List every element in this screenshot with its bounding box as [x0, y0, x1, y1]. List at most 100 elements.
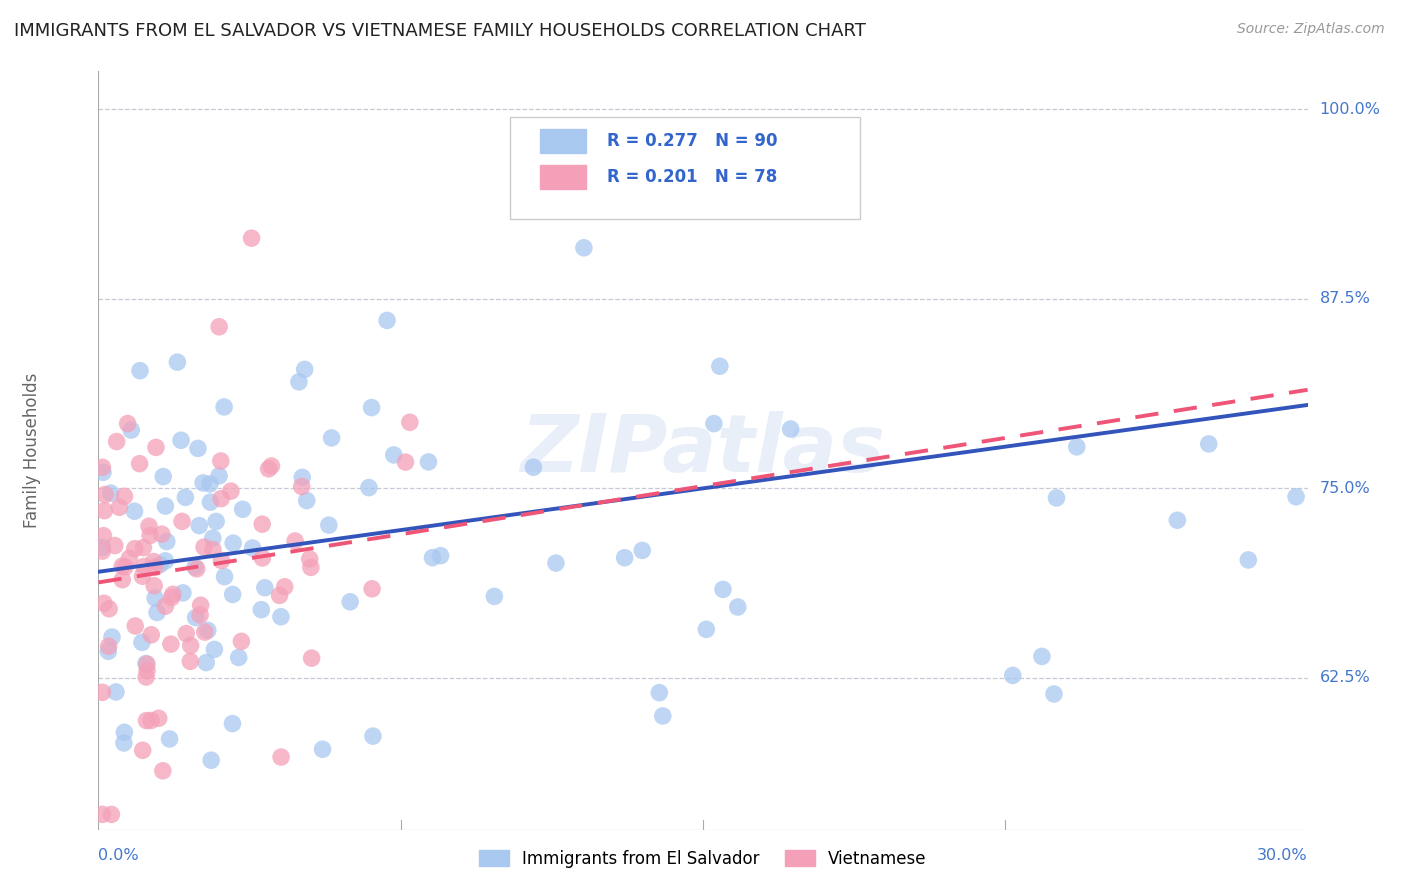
Point: [572, 241, 595, 255]
Text: 30.0%: 30.0%: [1257, 847, 1308, 863]
Point: [170, 434, 193, 448]
Point: [187, 442, 209, 456]
Point: [93, 596, 115, 610]
Point: [105, 434, 128, 449]
Point: [93, 503, 115, 517]
Point: [209, 491, 232, 506]
Point: [631, 155, 654, 169]
Point: [124, 619, 146, 633]
Point: [211, 553, 233, 567]
Point: [1031, 649, 1053, 664]
Point: [160, 637, 183, 651]
Point: [117, 417, 139, 431]
Point: [429, 549, 451, 563]
Point: [132, 559, 155, 574]
Point: [250, 602, 273, 616]
Text: R = 0.277   N = 90: R = 0.277 N = 90: [607, 132, 778, 150]
Point: [104, 539, 127, 553]
Point: [112, 736, 135, 750]
Point: [208, 468, 231, 483]
Point: [711, 582, 734, 597]
Point: [375, 313, 398, 327]
Point: [198, 477, 221, 491]
Text: 0.0%: 0.0%: [98, 847, 139, 863]
Point: [135, 670, 157, 684]
Point: [152, 469, 174, 483]
Point: [98, 602, 121, 616]
Point: [1045, 491, 1067, 505]
Point: [219, 484, 242, 499]
Point: [484, 590, 506, 604]
Text: 75.0%: 75.0%: [1320, 481, 1371, 496]
Point: [295, 493, 318, 508]
Point: [194, 625, 217, 640]
Point: [242, 541, 264, 555]
Point: [298, 552, 321, 566]
Point: [339, 595, 361, 609]
Bar: [540, 165, 586, 189]
Point: [252, 550, 274, 565]
Point: [202, 642, 225, 657]
Point: [382, 448, 405, 462]
Point: [152, 764, 174, 778]
Point: [709, 359, 731, 374]
Point: [250, 517, 273, 532]
Point: [97, 644, 120, 658]
Point: [188, 518, 211, 533]
Point: [150, 527, 173, 541]
Text: ZIPatlas: ZIPatlas: [520, 411, 886, 490]
Text: IMMIGRANTS FROM EL SALVADOR VS VIETNAMESE FAMILY HOUSEHOLDS CORRELATION CHART: IMMIGRANTS FROM EL SALVADOR VS VIETNAMES…: [14, 22, 866, 40]
Point: [311, 742, 333, 756]
Point: [141, 628, 163, 642]
Point: [111, 573, 134, 587]
Point: [284, 534, 307, 549]
Point: [131, 635, 153, 649]
Text: R = 0.201   N = 78: R = 0.201 N = 78: [607, 168, 778, 186]
Point: [149, 558, 172, 572]
Point: [288, 375, 311, 389]
Point: [214, 569, 236, 583]
Point: [231, 634, 253, 648]
Point: [156, 534, 179, 549]
Point: [200, 495, 222, 509]
Point: [301, 651, 323, 665]
Point: [93, 529, 115, 543]
Point: [131, 743, 153, 757]
Point: [1001, 668, 1024, 682]
Point: [124, 504, 146, 518]
Point: [209, 454, 232, 468]
Point: [195, 656, 218, 670]
Point: [1043, 687, 1066, 701]
Point: [394, 455, 416, 469]
Point: [129, 364, 152, 378]
Point: [170, 515, 193, 529]
Point: [100, 807, 122, 822]
Point: [191, 475, 214, 490]
Point: [159, 731, 181, 746]
Point: [221, 716, 243, 731]
Point: [201, 531, 224, 545]
Point: [240, 231, 263, 245]
Point: [118, 551, 141, 566]
Point: [299, 560, 322, 574]
Point: [180, 639, 202, 653]
Point: [172, 586, 194, 600]
Point: [398, 415, 420, 429]
Point: [201, 542, 224, 557]
Point: [321, 431, 343, 445]
Point: [155, 554, 177, 568]
Point: [139, 528, 162, 542]
Point: [205, 515, 228, 529]
Point: [269, 588, 291, 602]
Point: [120, 423, 142, 437]
Point: [544, 556, 567, 570]
Point: [91, 465, 114, 479]
Point: [1066, 440, 1088, 454]
Point: [270, 750, 292, 764]
Point: [613, 550, 636, 565]
Point: [648, 686, 671, 700]
Point: [135, 714, 157, 728]
Point: [174, 626, 197, 640]
Point: [186, 562, 208, 576]
Point: [294, 362, 316, 376]
